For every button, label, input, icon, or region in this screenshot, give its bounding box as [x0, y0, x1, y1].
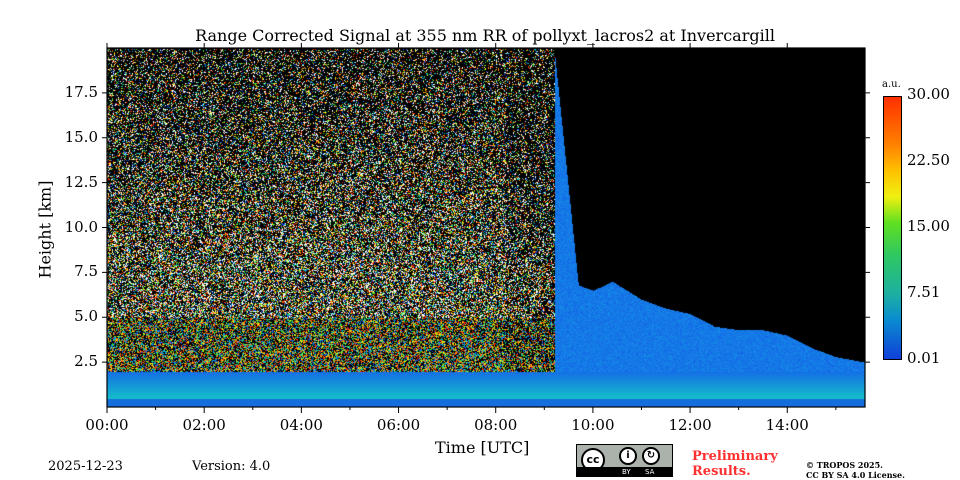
- sa-label: SA: [645, 468, 655, 476]
- preliminary-notice: Preliminary Results.: [692, 449, 778, 479]
- x-tick-label: 10:00: [571, 416, 615, 434]
- colorbar-tick-label: 15.00: [907, 217, 950, 235]
- by-label: BY: [622, 468, 631, 476]
- x-tick-label: 14:00: [765, 416, 809, 434]
- x-tick-label: 02:00: [182, 416, 226, 434]
- colorbar: [883, 96, 902, 360]
- chart-title: Range Corrected Signal at 355 nm RR of p…: [195, 26, 775, 45]
- preliminary-text: Preliminary: [692, 449, 778, 464]
- results-text: Results.: [692, 464, 751, 479]
- plot-frame: [106, 47, 866, 408]
- x-tick-label: 04:00: [279, 416, 323, 434]
- copyright-text: © TROPOS 2025.: [806, 460, 883, 470]
- version-label: Version: 4.0: [192, 459, 271, 474]
- colorbar-tick-label: 30.00: [907, 85, 950, 103]
- y-tick-label: 10.0: [64, 217, 98, 236]
- y-tick-label: 12.5: [64, 172, 98, 191]
- sa-share-icon: ↻: [642, 447, 660, 465]
- y-tick-label: 2.5: [74, 352, 98, 371]
- colorbar-tick-label: 0.01: [907, 349, 941, 367]
- date-label: 2025-12-23: [48, 459, 123, 474]
- x-axis-label: Time [UTC]: [435, 438, 530, 457]
- heatmap-plot-area: [107, 48, 865, 407]
- y-tick-label: 5.0: [74, 307, 98, 326]
- colorbar-tick-label: 7.51: [907, 283, 941, 301]
- y-tick-label: 17.5: [64, 82, 98, 101]
- x-tick-label: 00:00: [85, 416, 129, 434]
- license-line: CC BY SA 4.0 License.: [806, 470, 905, 480]
- x-tick-label: 12:00: [668, 416, 712, 434]
- license-text: © TROPOS 2025. CC BY SA 4.0 License.: [806, 460, 905, 480]
- y-tick-label: 15.0: [64, 127, 98, 146]
- x-tick-label: 06:00: [376, 416, 421, 434]
- y-axis-label: Height [km]: [35, 180, 55, 279]
- y-tick-label: 7.5: [74, 262, 98, 281]
- colorbar-tick-label: 22.50: [907, 151, 950, 169]
- by-person-icon: i: [619, 447, 637, 465]
- colorbar-unit-label: a.u.: [882, 79, 901, 90]
- x-tick-label: 08:00: [474, 416, 518, 434]
- cc-license-badge: cc i ↻ BY SA: [576, 444, 673, 477]
